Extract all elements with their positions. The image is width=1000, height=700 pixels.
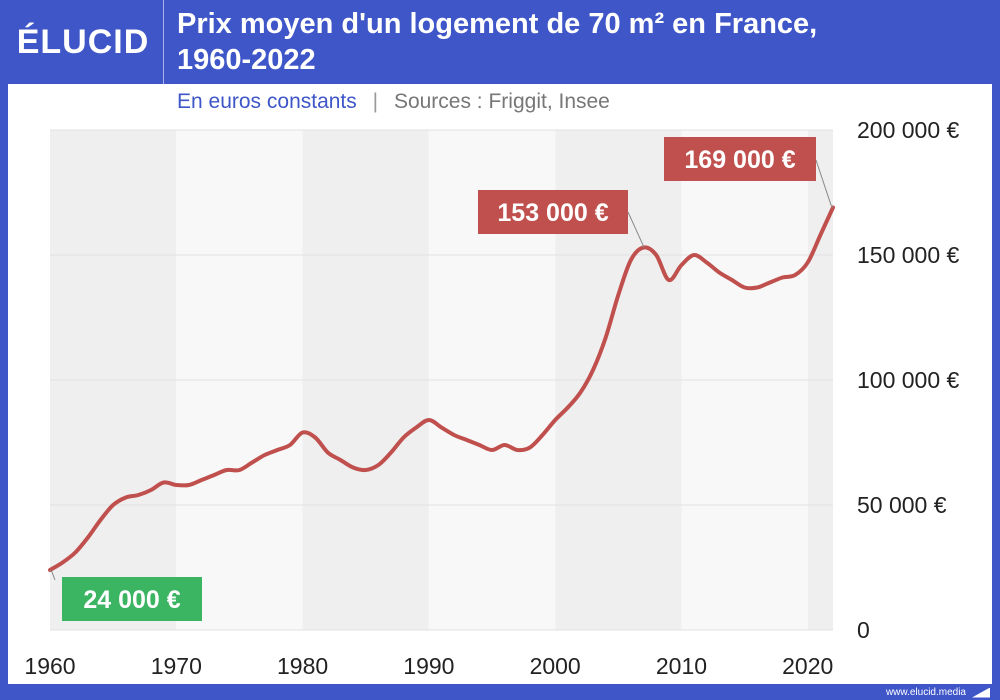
x-tick-label: 1990: [403, 653, 454, 679]
y-tick-label: 0: [857, 617, 870, 643]
chart-title-line1: Prix moyen d'un logement de 70 m² en Fra…: [177, 8, 818, 40]
annotation-box: [62, 577, 202, 621]
x-tick-label: 1970: [151, 653, 202, 679]
annotation-leader: [627, 211, 645, 248]
subtitle-unit: En euros constants: [177, 90, 357, 113]
chart-title-line2: 1960-2022: [177, 44, 316, 76]
chart-title: Prix moyen d'un logement de 70 m² en Fra…: [177, 6, 977, 78]
elucid-logo[interactable]: ÉLUCID: [16, 22, 150, 61]
flag-icon: [972, 687, 990, 698]
header-divider: [163, 0, 164, 84]
x-tick-label: 2020: [782, 653, 833, 679]
subtitle-separator: |: [372, 90, 379, 113]
footer: www.elucid.media: [886, 687, 990, 698]
annotation-label: 169 000 €: [684, 146, 795, 174]
subtitle-source: Sources : Friggit, Insee: [393, 90, 610, 113]
annotation-box: [478, 190, 628, 234]
chart-subtitle: En euros constants | Sources : Friggit, …: [177, 90, 610, 114]
y-tick-label: 50 000 €: [857, 492, 947, 518]
price-series-line: [48, 205, 835, 572]
annotation-leader: [815, 159, 834, 208]
x-tick-label: 2000: [530, 653, 581, 679]
footer-url[interactable]: www.elucid.media: [885, 687, 966, 698]
x-tick-label: 1960: [24, 653, 75, 679]
header: ÉLUCID Prix moyen d'un logement de 70 m²…: [0, 0, 1000, 84]
annotation-label: 153 000 €: [497, 199, 608, 227]
annotation-label: 24 000 €: [83, 586, 180, 614]
y-tick-label: 100 000 €: [857, 367, 960, 393]
x-tick-label: 2010: [656, 653, 707, 679]
annotation-leader: [49, 569, 56, 581]
annotation-box: [664, 137, 816, 181]
y-tick-label: 200 000 €: [857, 117, 960, 143]
x-tick-label: 1980: [277, 653, 328, 679]
y-tick-label: 150 000 €: [857, 242, 960, 268]
